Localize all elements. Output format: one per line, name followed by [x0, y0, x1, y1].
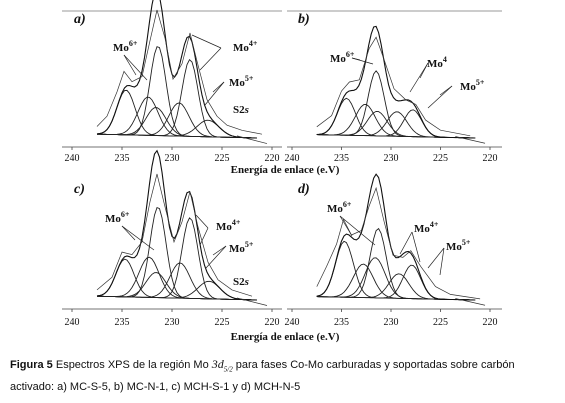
baseline-tail [236, 135, 268, 144]
x-tick-label: 230 [384, 317, 399, 328]
experimental-spectrum [316, 186, 481, 300]
fitted-envelope [96, 0, 258, 139]
annotation-mo4: Mo4+ [216, 218, 241, 233]
experimental-spectrum [96, 9, 263, 135]
x-tick-label: 225 [433, 153, 448, 164]
annotation-s2s: S2s [233, 276, 249, 288]
fitted-envelope [316, 25, 476, 139]
panel-label: d) [298, 182, 310, 197]
panel-label: a) [74, 12, 86, 27]
x-tick-label: 235 [115, 153, 130, 164]
x-tick-label: 220 [265, 317, 280, 328]
annotation-leader [399, 231, 413, 255]
x-tick-label: 225 [215, 153, 230, 164]
annotation-leader [339, 215, 353, 237]
panel-b: b) Mo6+ Mo4 Mo5+ 240 235 230 225 220 [285, 10, 502, 164]
annotation-leader [411, 231, 421, 263]
annotation-mo5: Mo5+ [229, 240, 254, 255]
x-tick-label: 240 [65, 153, 80, 164]
annotation-leader [212, 81, 225, 93]
component-peak-Mo4 [97, 46, 258, 139]
annotation-leader [409, 62, 429, 93]
annotation-leader [123, 54, 137, 76]
annotation-mo5: Mo5+ [460, 78, 485, 93]
x-tick-label: 240 [285, 317, 300, 328]
annotation-mo6: Mo6+ [327, 200, 352, 215]
annotation-s2s: S2s [233, 104, 249, 116]
annotation-mo4: Mo4+ [414, 220, 439, 235]
annotation-leader [204, 81, 225, 106]
annotation-leader [339, 215, 376, 246]
annotation-mo4: Mo4+ [233, 39, 258, 54]
x-tick-label: 225 [215, 317, 230, 328]
annotation-leader [191, 34, 222, 49]
panel-c: c) Mo6+ Mo4+ Mo5+ S2s 240 235 230 225 220 Energ… [62, 149, 340, 343]
annotation-mo6: Mo6+ [113, 39, 138, 54]
annotation-leader [195, 214, 209, 229]
annotation-leader [205, 245, 227, 269]
panel-label: c) [74, 182, 85, 197]
caption-orbital: 3d5/2 [211, 357, 233, 374]
baseline-tail [455, 298, 486, 306]
x-tick-label: 235 [115, 317, 130, 328]
x-tick-label: 220 [483, 153, 498, 164]
x-axis-title: Energía de enlace (e.V) [231, 164, 340, 176]
x-tick-label: 235 [334, 317, 349, 328]
x-tick-label: 240 [65, 317, 80, 328]
annotation-leader [121, 225, 155, 251]
component-peak-Mo4 [97, 58, 258, 139]
experimental-spectrum [316, 36, 471, 137]
annotation-leader [427, 247, 445, 269]
x-tick-label: 240 [285, 153, 300, 164]
x-tick-label: 220 [483, 317, 498, 328]
baseline-tail [455, 136, 486, 144]
component-peak-Mo5 [316, 273, 476, 301]
annotation-leader [427, 85, 453, 109]
annotation-mo5: Mo5+ [446, 238, 471, 253]
caption-text-1: Espectros XPS de la región Mo [52, 359, 212, 371]
annotation-mo6: Mo6+ [330, 50, 355, 65]
x-tick-label: 235 [334, 153, 349, 164]
x-axis-title: Energía de enlace (e.V) [231, 331, 340, 343]
annotation-leader [121, 225, 136, 241]
caption-label: Figura 5 [10, 359, 53, 371]
panel-d: d) Mo6+ Mo4+ Mo5+ 240 235 230 225 220 [285, 173, 502, 328]
panel-label: b) [298, 12, 310, 27]
annotation-leader [212, 245, 227, 256]
component-peak-Mo6 [316, 257, 476, 301]
x-tick-label: 225 [433, 317, 448, 328]
xps-figure: a) Mo6+ Mo4+ Mo5+ S2s 240 235 230 225 220 Energ… [62, 0, 502, 343]
x-tick-label: 220 [265, 153, 280, 164]
annotation-mo5: Mo5+ [229, 74, 254, 89]
annotation-mo6: Mo6+ [105, 210, 130, 225]
annotation-leader [123, 54, 148, 81]
annotation-leader [351, 57, 374, 65]
annotation-mo4: Mo4 [427, 55, 447, 70]
figure-caption: Figura 5 Espectros XPS de la región Mo 3… [10, 355, 558, 396]
component-peak-Mo4 [316, 227, 476, 301]
annotation-leader [199, 47, 222, 71]
caption-text-2: para fases Co-Mo carburadas y soportadas… [10, 359, 515, 394]
fitted-envelope [316, 173, 476, 301]
panel-a: a) Mo6+ Mo4+ Mo5+ S2s 240 235 230 225 220 Energ… [62, 0, 340, 176]
x-tick-label: 230 [165, 317, 180, 328]
x-tick-label: 230 [384, 153, 399, 164]
experimental-spectrum [96, 173, 253, 297]
annotation-leader [199, 227, 209, 246]
annotation-leader [439, 247, 445, 276]
baseline-tail [236, 297, 268, 306]
x-tick-label: 230 [165, 153, 180, 164]
caption-orbital-sub: 5/2 [223, 365, 233, 374]
